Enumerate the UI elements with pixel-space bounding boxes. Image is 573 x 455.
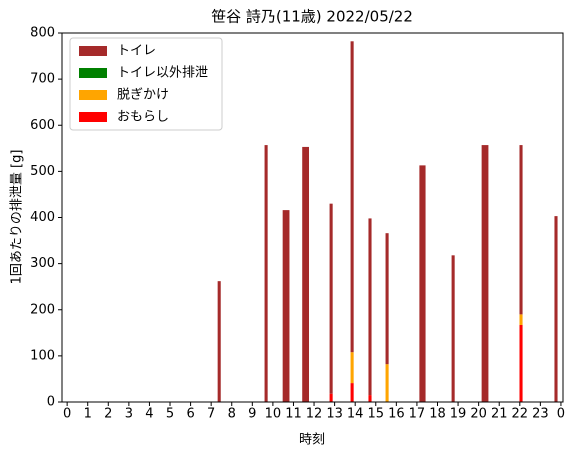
bar-segment bbox=[385, 233, 389, 365]
x-tick-label: 20 bbox=[470, 407, 487, 422]
bar-segment bbox=[350, 41, 354, 353]
legend-swatch bbox=[79, 112, 107, 122]
x-tick-label: 8 bbox=[228, 407, 236, 422]
x-tick-label: 15 bbox=[367, 407, 384, 422]
bar-segment bbox=[350, 383, 354, 402]
y-tick-label: 0 bbox=[47, 395, 55, 410]
x-tick-label: 0 bbox=[63, 407, 71, 422]
y-tick-label: 400 bbox=[30, 210, 55, 225]
x-tick-label: 1 bbox=[84, 407, 92, 422]
bar-segment bbox=[554, 216, 558, 402]
legend-label: 脱ぎかけ bbox=[117, 88, 169, 103]
x-tick-label: 23 bbox=[532, 407, 549, 422]
x-tick-label: 0 bbox=[557, 407, 565, 422]
y-tick-label: 300 bbox=[30, 256, 55, 271]
bar-segment bbox=[519, 324, 523, 402]
bar-segment bbox=[519, 145, 523, 315]
x-tick-label: 11 bbox=[285, 407, 302, 422]
bar-segment bbox=[368, 395, 372, 402]
y-tick-label: 100 bbox=[30, 348, 55, 363]
legend-frame bbox=[69, 37, 223, 131]
x-tick-label: 2 bbox=[104, 407, 112, 422]
bar-segment bbox=[329, 203, 333, 394]
x-tick-label: 6 bbox=[186, 407, 194, 422]
bar-segment bbox=[329, 393, 333, 402]
x-tick-label: 7 bbox=[207, 407, 215, 422]
x-tick-label: 14 bbox=[347, 407, 364, 422]
plot-frame bbox=[61, 32, 564, 403]
x-tick-label: 3 bbox=[125, 407, 133, 422]
x-tick-label: 16 bbox=[388, 407, 405, 422]
x-tick-label: 19 bbox=[450, 407, 467, 422]
bar-segment bbox=[217, 281, 221, 402]
bar-segment bbox=[519, 314, 523, 325]
bar-segment bbox=[385, 364, 389, 402]
x-tick-label: 4 bbox=[145, 407, 153, 422]
bar-segment bbox=[419, 165, 426, 402]
bar-segment bbox=[451, 255, 455, 402]
x-tick-label: 12 bbox=[306, 407, 323, 422]
legend-swatch bbox=[79, 46, 107, 56]
x-tick-label: 18 bbox=[429, 407, 446, 422]
chart-title: 笹谷 詩乃(11歳) 2022/05/22 bbox=[211, 8, 413, 26]
legend-label: おもらし bbox=[117, 110, 169, 125]
x-axis-label: 時刻 bbox=[299, 433, 325, 448]
x-tick-label: 5 bbox=[166, 407, 174, 422]
y-tick-label: 800 bbox=[30, 26, 55, 41]
legend-swatch bbox=[79, 90, 107, 100]
x-tick-label: 21 bbox=[491, 407, 508, 422]
bar-segment bbox=[368, 218, 372, 396]
bar-segment bbox=[350, 352, 354, 384]
y-axis-label: 1回あたりの排泄量 [g] bbox=[10, 150, 25, 285]
legend-swatch bbox=[79, 68, 107, 78]
y-tick-label: 200 bbox=[30, 302, 55, 317]
x-tick-label: 10 bbox=[265, 407, 282, 422]
x-tick-label: 22 bbox=[512, 407, 529, 422]
y-tick-label: 600 bbox=[30, 118, 55, 133]
x-tick-label: 13 bbox=[326, 407, 343, 422]
y-tick-label: 700 bbox=[30, 72, 55, 87]
bar-segment bbox=[481, 145, 489, 403]
bar-segment bbox=[302, 146, 310, 402]
x-tick-label: 9 bbox=[248, 407, 256, 422]
legend-label: トイレ bbox=[117, 44, 156, 59]
bar-segment bbox=[264, 145, 268, 403]
bar-segment bbox=[282, 210, 290, 402]
y-tick-label: 500 bbox=[30, 164, 55, 179]
x-tick-label: 17 bbox=[409, 407, 426, 422]
legend-label: トイレ以外排泄 bbox=[117, 66, 208, 81]
